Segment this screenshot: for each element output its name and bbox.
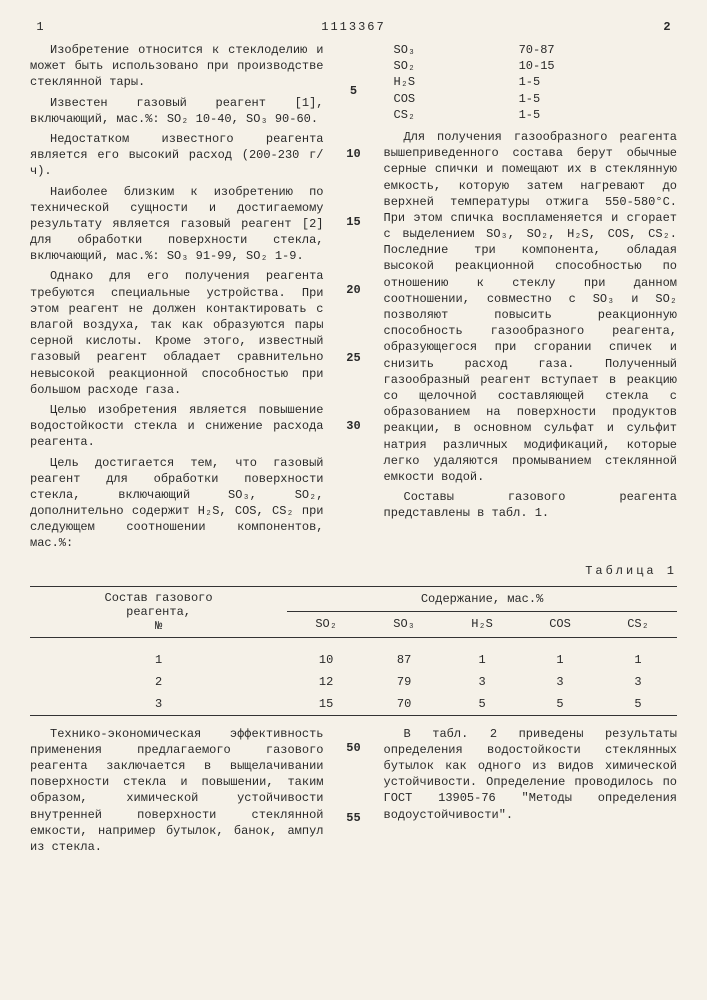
line-number-column: 50 55 — [344, 726, 364, 860]
paragraph: Цель достигается тем, что газовый реаген… — [30, 455, 324, 552]
table-cell: 15 — [287, 693, 365, 716]
paragraph: Целью изобретения является повышение вод… — [30, 402, 324, 451]
composition-ranges-table: SO₃70-87 SO₂10-15 H₂S1-5 COS1-5 CS₂1-5 — [384, 42, 678, 123]
line-number: 25 — [346, 351, 360, 366]
paragraph: В табл. 2 приведены результаты определен… — [384, 726, 678, 823]
line-number: 55 — [346, 811, 360, 826]
paragraph: Изобретение относится к стеклоделию и мо… — [30, 42, 324, 91]
table-cell: 3 — [599, 671, 677, 693]
composition-table: Состав газового реагента, № Содержание, … — [30, 586, 677, 716]
paragraph: Недостатком известного реагента является… — [30, 131, 324, 180]
bottom-left-column: Технико-экономическая эффективность прим… — [30, 726, 324, 860]
table-column-header: H₂S — [443, 612, 521, 638]
table-row: 1 10 87 1 1 1 — [30, 649, 677, 671]
compound-range: 10-15 — [509, 58, 677, 74]
table-header-left: Состав газового реагента, № — [30, 586, 287, 637]
compound-label: SO₂ — [384, 58, 509, 74]
paragraph: Известен газовый реагент [1], включающий… — [30, 95, 324, 127]
bottom-right-column: В табл. 2 приведены результаты определен… — [384, 726, 678, 860]
right-text-column: SO₃70-87 SO₂10-15 H₂S1-5 COS1-5 CS₂1-5 Д… — [384, 42, 678, 556]
table-cell: 1 — [30, 649, 287, 671]
table-cell: 5 — [521, 693, 599, 716]
table-row: 2 12 79 3 3 3 — [30, 671, 677, 693]
table-cell: 70 — [365, 693, 443, 716]
table-column-header: SO₃ — [365, 612, 443, 638]
compound-range: 1-5 — [509, 91, 677, 107]
table-cell: 12 — [287, 671, 365, 693]
line-number: 20 — [346, 283, 360, 298]
table-cell: 1 — [599, 649, 677, 671]
compound-range: 1-5 — [509, 74, 677, 90]
compound-label: COS — [384, 91, 509, 107]
line-number: 15 — [346, 215, 360, 230]
paragraph: Однако для его получения реагента требую… — [30, 268, 324, 398]
table-cell: 5 — [443, 693, 521, 716]
compound-range: 70-87 — [509, 42, 677, 58]
paragraph: Технико-экономическая эффективность прим… — [30, 726, 324, 856]
table-cell: 1 — [521, 649, 599, 671]
table-cell: 5 — [599, 693, 677, 716]
table-row: 3 15 70 5 5 5 — [30, 693, 677, 716]
line-number: 50 — [346, 741, 360, 756]
table-caption: Таблица 1 — [30, 564, 677, 578]
table-column-header: COS — [521, 612, 599, 638]
table-cell: 3 — [521, 671, 599, 693]
line-number: 30 — [346, 419, 360, 434]
compound-label: SO₃ — [384, 42, 509, 58]
table-cell: 79 — [365, 671, 443, 693]
compound-label: H₂S — [384, 74, 509, 90]
compound-label: CS₂ — [384, 107, 509, 123]
paragraph: Наиболее близким к изобретению по технич… — [30, 184, 324, 265]
compound-range: 1-5 — [509, 107, 677, 123]
table-column-header: CS₂ — [599, 612, 677, 638]
line-number: 10 — [346, 147, 360, 162]
table-cell: 1 — [443, 649, 521, 671]
table-cell: 3 — [30, 693, 287, 716]
table-header-center: Содержание, мас.% — [287, 586, 677, 612]
table-cell: 10 — [287, 649, 365, 671]
table-column-header: SO₂ — [287, 612, 365, 638]
patent-number: 1113367 — [50, 20, 657, 34]
left-text-column: Изобретение относится к стеклоделию и мо… — [30, 42, 324, 556]
table-cell: 2 — [30, 671, 287, 693]
table-cell: 3 — [443, 671, 521, 693]
line-number-column: 5 10 15 20 25 30 — [344, 42, 364, 556]
left-column-number: 1 — [30, 20, 50, 34]
paragraph: Составы газового реагента представлены в… — [384, 489, 678, 521]
table-cell: 87 — [365, 649, 443, 671]
right-column-number: 2 — [657, 20, 677, 34]
line-number: 5 — [350, 84, 357, 99]
paragraph: Для получения газообразного реагента выш… — [384, 129, 678, 485]
